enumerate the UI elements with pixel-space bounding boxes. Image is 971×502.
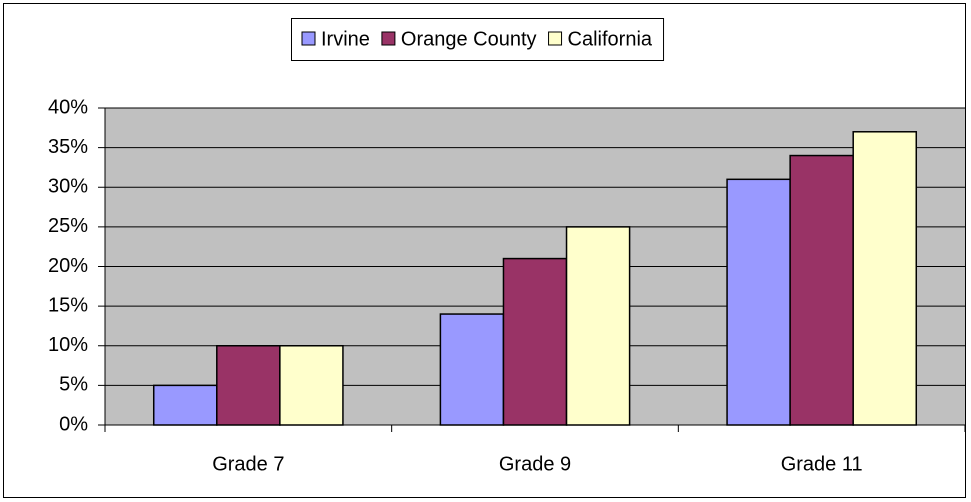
y-tick-label: 5% — [59, 374, 88, 396]
legend-swatch — [301, 31, 316, 46]
bar — [439, 313, 505, 426]
y-tick-label: 10% — [48, 334, 88, 356]
bar — [216, 345, 281, 426]
y-tick-label: 40% — [48, 96, 88, 118]
legend-label: Irvine — [321, 28, 370, 50]
bar — [279, 345, 344, 426]
y-tick-label: 20% — [48, 255, 88, 277]
legend-swatch — [548, 31, 563, 46]
bar — [152, 384, 218, 426]
x-tick-label: Grade 11 — [781, 453, 863, 475]
legend-label: Orange County — [401, 28, 537, 50]
legend-box — [291, 18, 665, 61]
legend-label: California — [568, 28, 653, 50]
bar — [789, 154, 854, 426]
y-tick-label: 25% — [48, 215, 88, 237]
bar — [502, 257, 568, 426]
bar — [726, 178, 791, 426]
y-tick-label: 15% — [48, 294, 88, 316]
y-tick-label: 30% — [48, 176, 88, 198]
y-tick-label: 35% — [48, 136, 88, 158]
bar — [565, 226, 631, 426]
bar — [852, 131, 918, 426]
x-tick-label: Grade 9 — [499, 453, 571, 475]
x-tick-label: Grade 7 — [212, 453, 284, 475]
y-tick-label: 0% — [59, 413, 88, 435]
legend-swatch — [381, 31, 396, 46]
